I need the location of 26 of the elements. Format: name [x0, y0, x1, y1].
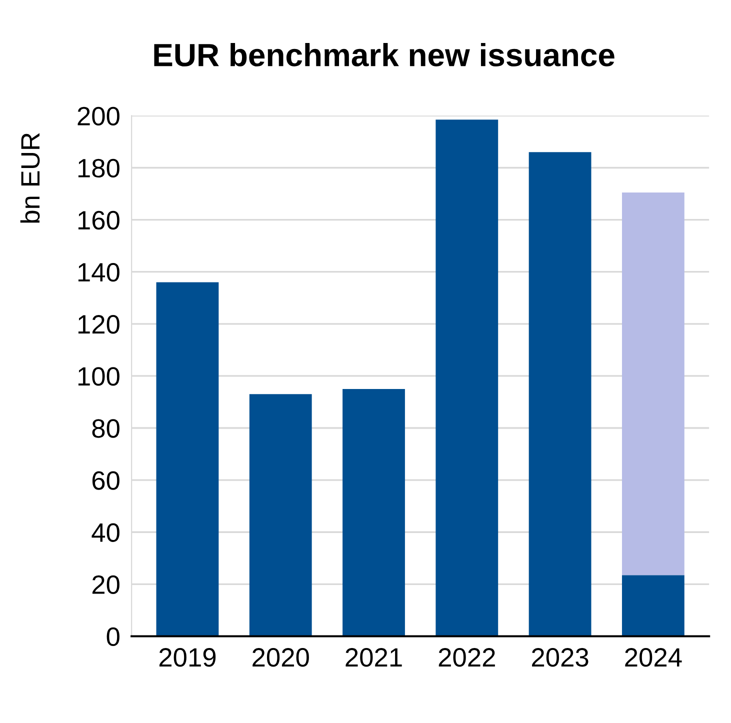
x-tick-label: 2023	[532, 648, 588, 667]
y-tick-label: 200	[78, 106, 120, 126]
x-tick-label: 2019	[159, 648, 216, 667]
y-axis-title: bn EUR	[20, 133, 40, 223]
y-tick-label: 80	[92, 419, 120, 438]
bar	[342, 388, 405, 636]
y-tick-label: 0	[106, 627, 120, 646]
bar	[528, 152, 592, 636]
bar	[436, 120, 498, 636]
y-tick-label: 140	[78, 262, 120, 282]
bar	[249, 394, 312, 636]
y-tick-label: 60	[92, 471, 120, 490]
y-tick-label: 160	[78, 210, 120, 230]
x-tick-label: 2021	[346, 648, 402, 667]
y-tick-label: 20	[92, 575, 120, 594]
x-tick-label: 2022	[438, 648, 495, 667]
bar	[622, 192, 684, 576]
chart-title: EUR benchmark new issuance	[154, 42, 614, 66]
y-tick-label: 40	[92, 523, 120, 542]
x-tick-label: 2024	[625, 648, 682, 667]
x-tick-label: 2020	[252, 648, 309, 667]
y-tick-label: 100	[78, 367, 120, 386]
bar	[156, 282, 219, 636]
y-tick-label: 120	[78, 315, 120, 334]
bar	[622, 575, 684, 636]
y-tick-label: 180	[78, 158, 120, 178]
